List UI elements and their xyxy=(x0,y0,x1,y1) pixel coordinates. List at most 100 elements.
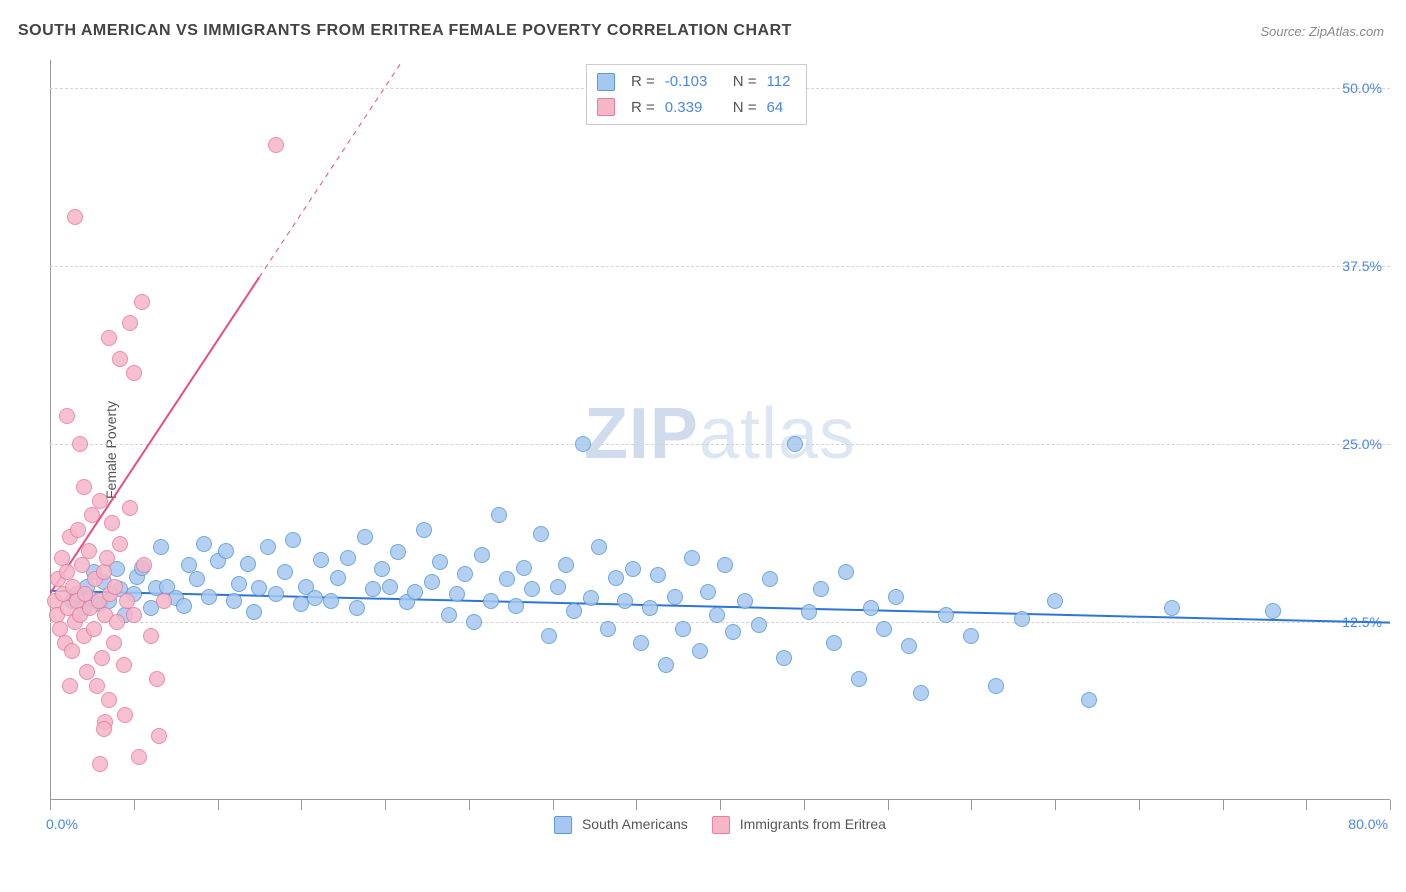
data-point-south_americans xyxy=(508,598,524,614)
data-point-eritrea xyxy=(131,749,147,765)
data-point-eritrea xyxy=(81,543,97,559)
data-point-south_americans xyxy=(608,570,624,586)
data-point-south_americans xyxy=(499,571,515,587)
data-point-eritrea xyxy=(101,692,117,708)
data-point-south_americans xyxy=(240,556,256,572)
watermark-zip: ZIP xyxy=(584,394,699,474)
data-point-eritrea xyxy=(84,507,100,523)
data-point-eritrea xyxy=(67,209,83,225)
x-tick xyxy=(50,800,51,810)
stats-swatch-series1 xyxy=(597,73,615,91)
data-point-south_americans xyxy=(483,593,499,609)
legend-label-series1: South Americans xyxy=(582,816,688,832)
data-point-south_americans xyxy=(901,638,917,654)
data-point-eritrea xyxy=(94,650,110,666)
data-point-south_americans xyxy=(826,635,842,651)
data-point-eritrea xyxy=(76,479,92,495)
data-point-south_americans xyxy=(457,566,473,582)
data-point-eritrea xyxy=(149,671,165,687)
data-point-south_americans xyxy=(441,607,457,623)
data-point-south_americans xyxy=(466,614,482,630)
data-point-south_americans xyxy=(725,624,741,640)
n-label: N = xyxy=(733,95,757,121)
data-point-south_americans xyxy=(851,671,867,687)
data-point-south_americans xyxy=(776,650,792,666)
data-point-south_americans xyxy=(658,657,674,673)
stats-row-series2: R = 0.339 N = 64 xyxy=(597,95,790,121)
data-point-south_americans xyxy=(801,604,817,620)
data-point-south_americans xyxy=(1265,603,1281,619)
data-point-eritrea xyxy=(107,579,123,595)
data-point-south_americans xyxy=(349,600,365,616)
x-tick xyxy=(1390,800,1391,810)
x-tick xyxy=(134,800,135,810)
data-point-south_americans xyxy=(650,567,666,583)
y-axis-label: Female Poverty xyxy=(103,401,119,499)
x-max-label: 80.0% xyxy=(1348,816,1388,832)
y-tick-label: 25.0% xyxy=(1342,436,1382,452)
x-tick xyxy=(385,800,386,810)
x-tick xyxy=(553,800,554,810)
legend-item-series2: Immigrants from Eritrea xyxy=(712,816,886,834)
data-point-south_americans xyxy=(357,529,373,545)
x-tick xyxy=(971,800,972,810)
r-value-series1: -0.103 xyxy=(665,69,723,95)
data-point-eritrea xyxy=(70,522,86,538)
data-point-south_americans xyxy=(700,584,716,600)
y-tick-label: 50.0% xyxy=(1342,80,1382,96)
data-point-eritrea xyxy=(106,635,122,651)
data-point-south_americans xyxy=(307,590,323,606)
data-point-south_americans xyxy=(218,543,234,559)
data-point-eritrea xyxy=(268,137,284,153)
data-point-south_americans xyxy=(787,436,803,452)
data-point-eritrea xyxy=(112,536,128,552)
data-point-south_americans xyxy=(268,586,284,602)
chart-title: SOUTH AMERICAN VS IMMIGRANTS FROM ERITRE… xyxy=(18,22,792,40)
x-tick xyxy=(888,800,889,810)
legend-swatch-series1 xyxy=(554,816,572,834)
scatter-plot-area: Female Poverty ZIPatlas 12.5%25.0%37.5%5… xyxy=(50,60,1390,840)
y-tick-label: 12.5% xyxy=(1342,614,1382,630)
x-tick xyxy=(1055,800,1056,810)
data-point-south_americans xyxy=(474,547,490,563)
data-point-south_americans xyxy=(675,621,691,637)
data-point-south_americans xyxy=(591,539,607,555)
y-tick-label: 37.5% xyxy=(1342,258,1382,274)
x-tick xyxy=(636,800,637,810)
data-point-south_americans xyxy=(407,584,423,600)
data-point-south_americans xyxy=(888,589,904,605)
data-point-south_americans xyxy=(491,507,507,523)
data-point-eritrea xyxy=(92,493,108,509)
data-point-eritrea xyxy=(112,351,128,367)
data-point-south_americans xyxy=(524,581,540,597)
n-value-series2: 64 xyxy=(767,95,784,121)
data-point-south_americans xyxy=(1047,593,1063,609)
x-tick xyxy=(1223,800,1224,810)
data-point-eritrea xyxy=(117,707,133,723)
data-point-south_americans xyxy=(416,522,432,538)
data-point-eritrea xyxy=(122,315,138,331)
data-point-south_americans xyxy=(541,628,557,644)
data-point-eritrea xyxy=(143,628,159,644)
data-point-south_americans xyxy=(642,600,658,616)
data-point-south_americans xyxy=(1014,611,1030,627)
data-point-eritrea xyxy=(136,557,152,573)
source-attribution: Source: ZipAtlas.com xyxy=(1260,24,1384,39)
data-point-south_americans xyxy=(449,586,465,602)
correlation-stats-box: R = -0.103 N = 112 R = 0.339 N = 64 xyxy=(586,64,807,125)
data-point-south_americans xyxy=(231,576,247,592)
r-label: R = xyxy=(631,95,655,121)
data-point-eritrea xyxy=(89,678,105,694)
data-point-eritrea xyxy=(126,607,142,623)
data-point-south_americans xyxy=(838,564,854,580)
x-tick xyxy=(1139,800,1140,810)
data-point-south_americans xyxy=(176,598,192,614)
data-point-eritrea xyxy=(109,614,125,630)
x-tick xyxy=(301,800,302,810)
data-point-eritrea xyxy=(151,728,167,744)
data-point-eritrea xyxy=(156,593,172,609)
data-point-south_americans xyxy=(424,574,440,590)
data-point-south_americans xyxy=(189,571,205,587)
data-point-south_americans xyxy=(692,643,708,659)
data-point-south_americans xyxy=(285,532,301,548)
